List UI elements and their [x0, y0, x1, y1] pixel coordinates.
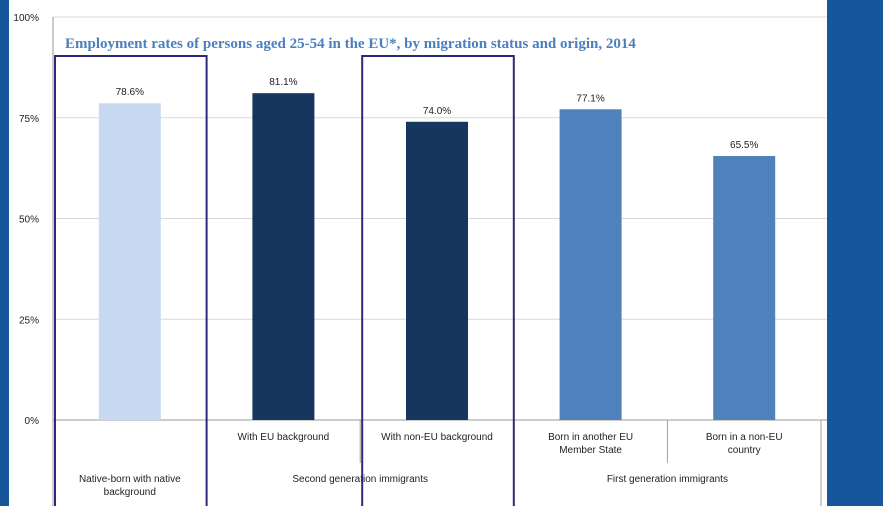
highlight-frame	[54, 55, 208, 506]
highlight-frame	[361, 55, 515, 506]
category-label: Born in another EU Member State	[548, 432, 633, 456]
data-label: 77.1%	[576, 93, 604, 104]
y-tick-label: 100%	[13, 13, 39, 24]
bar	[559, 109, 622, 421]
bar	[713, 156, 776, 420]
bar-chart: 0% 25% 50% 75% 100% 78.6% 81.1% 74.0% 77.1% 65.5%…	[13, 13, 827, 506]
category-label: With non-EU background	[381, 432, 493, 443]
bar	[406, 121, 468, 420]
y-tick-label: 75%	[19, 114, 39, 125]
group-label: Native-born with native background	[79, 474, 181, 498]
data-label: 74.0%	[423, 106, 451, 117]
group-label: First generation immigrants	[607, 474, 728, 485]
bar	[252, 93, 315, 421]
chart-panel: 0% 25% 50% 75% 100% 78.6% 81.1% 74.0% 77.1% 65.5%…	[9, 0, 827, 506]
group-label: Second generation immigrants	[292, 474, 428, 485]
category-label: With EU background	[238, 432, 330, 443]
y-tick-label: 50%	[19, 215, 39, 226]
bar	[98, 103, 161, 420]
y-tick-label: 0%	[25, 416, 40, 427]
data-label: 65.5%	[730, 140, 758, 151]
chart-title: Employment rates of persons aged 25-54 i…	[65, 36, 636, 52]
data-label: 78.6%	[116, 87, 144, 98]
data-label: 81.1%	[269, 77, 297, 88]
y-tick-label: 25%	[19, 315, 39, 326]
title-backdrop	[61, 34, 641, 54]
category-label: Born in a non-EU country	[706, 432, 783, 456]
